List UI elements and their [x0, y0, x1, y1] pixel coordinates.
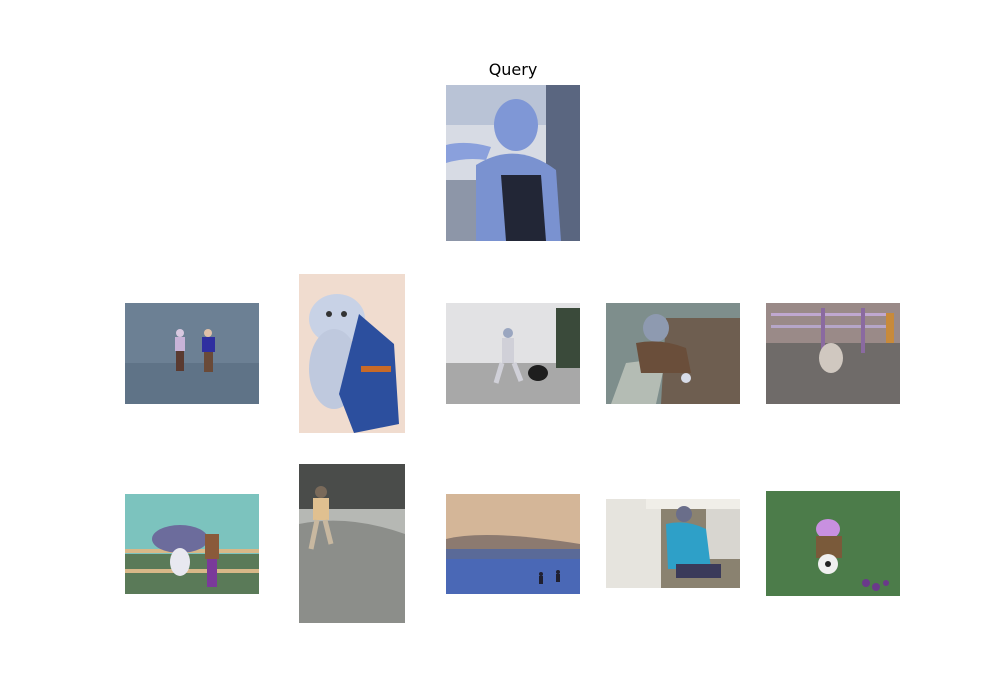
- result-image-r2c3: [446, 494, 580, 594]
- result-image-r2c5: [766, 491, 900, 596]
- result-image-r2c1: [125, 494, 259, 594]
- query-title: Query: [446, 60, 580, 79]
- result-image-r1c5: [766, 303, 900, 404]
- result-image-r1c2: [299, 274, 405, 433]
- result-image-r1c4: [606, 303, 740, 404]
- result-image-r1c1: [125, 303, 259, 404]
- query-image: [446, 85, 580, 241]
- result-image-r2c2: [299, 464, 405, 623]
- result-image-r2c4: [606, 499, 740, 588]
- result-image-r1c3: [446, 303, 580, 404]
